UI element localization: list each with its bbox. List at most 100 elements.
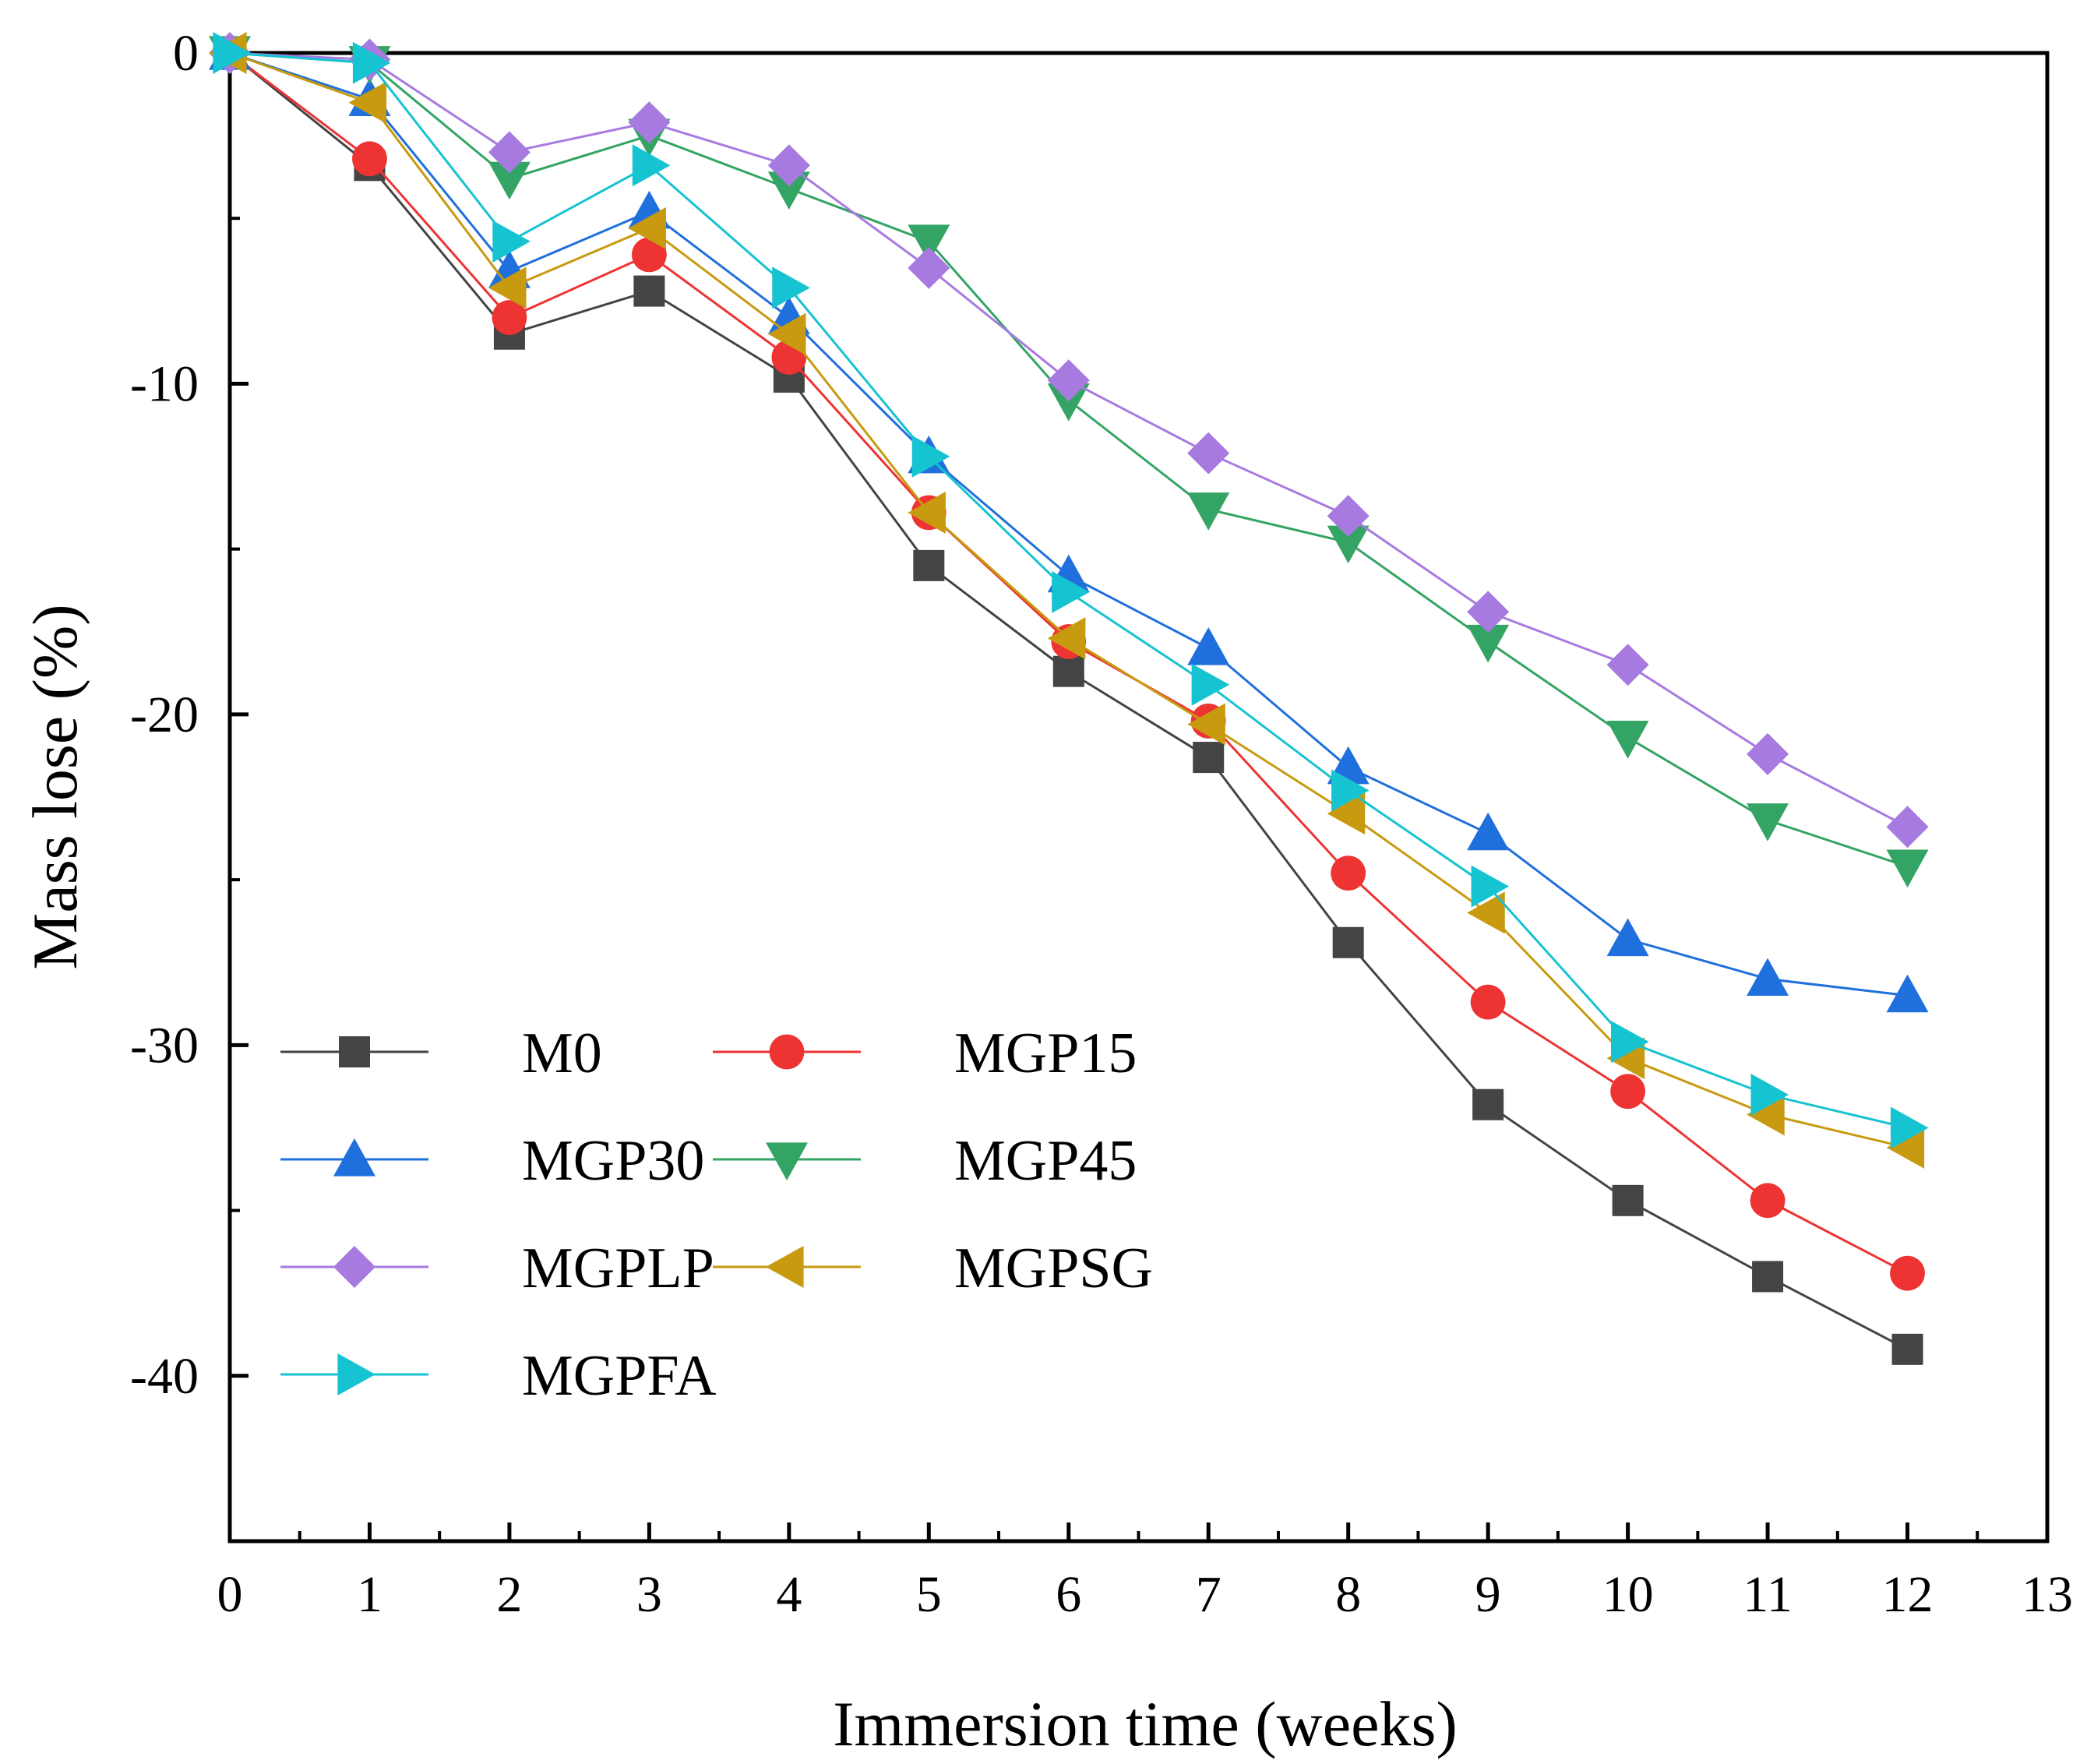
data-point (492, 220, 531, 263)
data-point (1747, 958, 1789, 997)
series-mgplp (209, 32, 1929, 848)
data-point (633, 275, 665, 307)
legend-label: MGPLP (522, 1237, 714, 1300)
x-tick-label: 8 (1335, 1566, 1361, 1623)
y-tick-label: -10 (130, 355, 199, 412)
data-point (767, 312, 806, 355)
series-line (229, 51, 1909, 868)
data-point (352, 41, 391, 84)
data-point (1047, 617, 1086, 660)
data-point (1047, 383, 1090, 422)
x-tick-label: 4 (776, 1566, 802, 1623)
data-point (1750, 1183, 1786, 1219)
data-point (631, 237, 667, 273)
legend-marker (766, 1246, 804, 1288)
legend-marker (337, 1353, 375, 1395)
legend: M0 MGP15 MGP30 MGP45 MGPLP MGPSG MGPFA (280, 1021, 1153, 1408)
data-point (1752, 1261, 1784, 1293)
legend-label: M0 (522, 1021, 602, 1085)
series-mgpfa (213, 32, 1929, 1149)
data-point (1187, 432, 1230, 475)
data-point (1052, 655, 1084, 687)
data-point (1187, 627, 1230, 665)
data-point (1886, 974, 1929, 1013)
x-tick-label: 3 (636, 1566, 662, 1623)
y-tick-label: -30 (130, 1017, 199, 1074)
data-point (1750, 1074, 1789, 1116)
data-point (1327, 792, 1366, 835)
data-point (1606, 918, 1649, 957)
data-point (1467, 812, 1510, 851)
y-axis: 0 -10 -20 -30 -40 (130, 25, 249, 1405)
series-mgpsg (209, 32, 1925, 1169)
data-point (772, 266, 810, 309)
data-point (767, 171, 810, 210)
series-mgp30 (209, 32, 1929, 1013)
series-layer (209, 32, 1929, 1365)
data-point (1890, 1255, 1925, 1291)
data-point (1332, 926, 1364, 958)
y-tick-label: 0 (173, 25, 199, 82)
data-point (1610, 1074, 1646, 1110)
data-point (1187, 703, 1225, 746)
data-point (348, 81, 387, 124)
legend-label: MGPSG (954, 1237, 1153, 1300)
data-point (1047, 359, 1090, 402)
data-point (1193, 742, 1225, 774)
x-tick-label: 7 (1196, 1566, 1222, 1623)
series-line (229, 51, 1908, 997)
legend-marker (333, 1138, 375, 1177)
series-mgp45 (209, 36, 1929, 888)
legend-marker (339, 1036, 370, 1067)
data-point (1327, 525, 1370, 564)
data-point (1467, 891, 1505, 934)
data-point (1747, 1093, 1785, 1136)
x-tick-label: 13 (2022, 1566, 2073, 1623)
data-point (632, 144, 671, 187)
data-point (1052, 570, 1090, 613)
x-tick-label: 5 (916, 1566, 942, 1623)
data-point (1890, 1106, 1929, 1149)
x-axis-title: Immersion time (weeks) (833, 1688, 1458, 1759)
x-tick-label: 9 (1475, 1566, 1501, 1623)
x-tick-label: 2 (496, 1566, 522, 1623)
data-point (1606, 644, 1649, 686)
y-tick-label: -40 (130, 1348, 199, 1405)
series-line (229, 51, 1909, 828)
data-point (628, 101, 671, 144)
y-tick-label: -20 (130, 686, 199, 743)
data-point (1191, 663, 1230, 706)
data-point (1886, 849, 1929, 888)
x-tick-label: 6 (1056, 1566, 1081, 1623)
data-point (908, 491, 946, 534)
data-point (1467, 624, 1510, 663)
data-point (1331, 856, 1366, 891)
x-axis: 0 1 2 3 4 5 6 7 8 9 10 11 12 13 (217, 1522, 2073, 1623)
data-point (1886, 806, 1929, 848)
legend-item-mgp15: MGP15 (713, 1021, 1137, 1085)
data-point (1886, 1126, 1925, 1169)
legend-marker (766, 1142, 808, 1180)
data-point (492, 300, 527, 335)
legend-item-mgp30: MGP30 (280, 1129, 704, 1193)
data-point (911, 435, 950, 478)
data-point (1331, 769, 1370, 812)
legend-item-mgplp: MGPLP (280, 1237, 714, 1300)
legend-label: MGPFA (522, 1344, 717, 1408)
legend-marker (769, 1034, 805, 1070)
data-point (1612, 1184, 1644, 1216)
x-tick-label: 10 (1602, 1566, 1654, 1623)
data-point (488, 161, 531, 200)
data-point (1467, 591, 1510, 633)
data-point (908, 224, 950, 263)
data-point (1470, 984, 1506, 1020)
legend-item-m0: M0 (280, 1021, 602, 1085)
x-tick-label: 0 (217, 1566, 243, 1623)
x-tick-label: 12 (1882, 1566, 1934, 1623)
data-point (1747, 732, 1789, 775)
legend-label: MGP45 (954, 1129, 1137, 1193)
data-point (1611, 1021, 1649, 1064)
data-point (488, 131, 531, 174)
data-point (1327, 495, 1370, 538)
